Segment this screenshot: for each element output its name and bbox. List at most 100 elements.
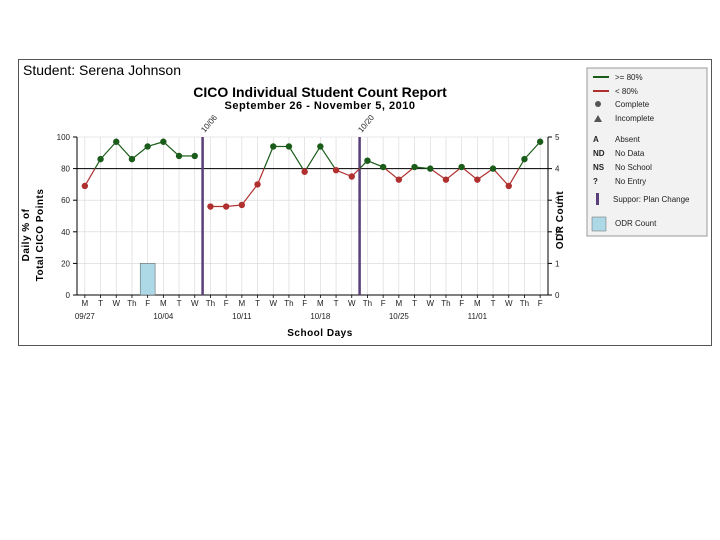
x-day-label: Th bbox=[284, 299, 293, 308]
y2-tick-label: 3 bbox=[555, 196, 560, 205]
report-frame: Student: Serena Johnson CICO Individual … bbox=[18, 59, 712, 346]
y2-tick-label: 1 bbox=[555, 259, 560, 268]
legend-above-label: >= 80% bbox=[615, 73, 643, 82]
x-week-label: 09/27 bbox=[75, 312, 96, 321]
legend-code-no-school: NS bbox=[593, 163, 605, 172]
data-point bbox=[317, 143, 324, 150]
x-day-label: W bbox=[112, 299, 120, 308]
chart-subtitle: September 26 - November 5, 2010 bbox=[225, 100, 416, 112]
data-point bbox=[175, 152, 183, 160]
y-tick-label: 0 bbox=[66, 291, 71, 300]
data-point bbox=[474, 176, 481, 183]
legend-code-absent: A bbox=[593, 135, 599, 144]
legend-label-absent: Absent bbox=[615, 135, 641, 144]
x-axis-title: School Days bbox=[287, 328, 353, 339]
series-line-segment bbox=[115, 141, 133, 160]
chart-title: CICO Individual Student Count Report bbox=[193, 84, 447, 100]
x-day-label: M bbox=[239, 299, 246, 308]
x-day-label: F bbox=[224, 299, 229, 308]
series-line-segment bbox=[508, 168, 520, 187]
legend-odr-swatch bbox=[591, 216, 607, 232]
x-day-label: T bbox=[334, 299, 339, 308]
y2-axis-title: ODR Count bbox=[555, 191, 566, 250]
y2-tick-label: 2 bbox=[555, 228, 560, 237]
x-week-label: 10/11 bbox=[232, 312, 252, 321]
series-line-segment bbox=[162, 141, 180, 157]
x-week-label: 10/18 bbox=[310, 312, 331, 321]
x-day-label: F bbox=[459, 299, 464, 308]
data-point bbox=[427, 165, 434, 172]
series-line-segment bbox=[524, 141, 541, 160]
x-day-label: T bbox=[255, 299, 260, 308]
x-week-label: 11/01 bbox=[468, 312, 488, 321]
data-point bbox=[505, 182, 512, 190]
y-tick-label: 60 bbox=[61, 196, 70, 205]
x-day-label: Th bbox=[520, 299, 529, 308]
data-point bbox=[301, 168, 308, 175]
legend-label-no-entry: No Entry bbox=[615, 177, 646, 186]
odr-bar bbox=[139, 263, 156, 296]
data-point bbox=[160, 138, 167, 145]
x-day-label: F bbox=[381, 299, 386, 308]
legend-complete-icon bbox=[595, 101, 601, 107]
data-point bbox=[364, 157, 371, 164]
x-day-label: Th bbox=[441, 299, 450, 308]
data-point bbox=[128, 155, 136, 163]
legend-code-no-data: ND bbox=[593, 149, 605, 158]
x-day-label: M bbox=[317, 299, 324, 308]
x-day-label: T bbox=[177, 299, 182, 308]
data-point bbox=[411, 163, 418, 171]
data-point bbox=[113, 138, 120, 145]
series-line-segment bbox=[84, 168, 96, 187]
cico-chart: CICO Individual Student Count Report Sep… bbox=[21, 67, 708, 339]
data-point bbox=[521, 155, 528, 163]
y-axis-title-line1: Daily % of bbox=[21, 208, 32, 261]
data-point bbox=[191, 152, 198, 160]
data-point bbox=[332, 166, 340, 174]
legend-incomplete-icon bbox=[594, 115, 602, 122]
x-day-label: Th bbox=[127, 299, 136, 308]
x-day-label: Th bbox=[363, 299, 372, 308]
series-line-segment bbox=[492, 168, 510, 187]
data-point bbox=[144, 143, 151, 150]
x-day-label: W bbox=[269, 299, 277, 308]
x-day-label: T bbox=[98, 299, 103, 308]
x-day-label: M bbox=[396, 299, 403, 308]
data-point bbox=[489, 165, 497, 172]
y-axis-title-line2: Total CICO Points bbox=[35, 189, 46, 282]
data-point bbox=[285, 143, 293, 150]
legend-label-no-data: No Data bbox=[615, 149, 645, 158]
series-line-segment bbox=[429, 168, 447, 181]
x-day-label: M bbox=[82, 299, 89, 308]
y-tick-label: 20 bbox=[61, 259, 70, 268]
data-point bbox=[81, 182, 89, 190]
legend-code-no-entry: ? bbox=[593, 177, 598, 186]
series-line-segment bbox=[263, 146, 274, 169]
x-day-label: Th bbox=[206, 299, 215, 308]
legend-plan-change-label: Suppor: Plan Change bbox=[613, 195, 690, 204]
y2-tick-label: 0 bbox=[555, 291, 560, 300]
series-line-segment bbox=[477, 168, 494, 181]
plan-change-label: 10/20 bbox=[356, 113, 376, 135]
series-line-segment bbox=[241, 184, 259, 206]
legend: >= 80% < 80% Complete Incomplete A Absen… bbox=[586, 67, 708, 237]
y2-tick-label: 5 bbox=[555, 133, 560, 142]
data-point bbox=[222, 203, 230, 210]
data-point bbox=[207, 203, 214, 210]
data-point bbox=[395, 176, 403, 183]
series-line-segment bbox=[306, 146, 321, 169]
data-point bbox=[536, 138, 544, 145]
x-day-label: W bbox=[191, 299, 199, 308]
data-point bbox=[97, 155, 104, 163]
legend-complete-label: Complete bbox=[615, 100, 650, 109]
legend-incomplete-label: Incomplete bbox=[615, 114, 655, 123]
legend-below-label: < 80% bbox=[615, 87, 638, 96]
x-day-label: W bbox=[348, 299, 356, 308]
x-day-label: F bbox=[538, 299, 543, 308]
y-tick-label: 40 bbox=[61, 228, 70, 237]
x-day-label: F bbox=[302, 299, 307, 308]
y-tick-label: 80 bbox=[61, 165, 70, 174]
y-tick-label: 100 bbox=[57, 133, 71, 142]
x-day-label: W bbox=[426, 299, 434, 308]
